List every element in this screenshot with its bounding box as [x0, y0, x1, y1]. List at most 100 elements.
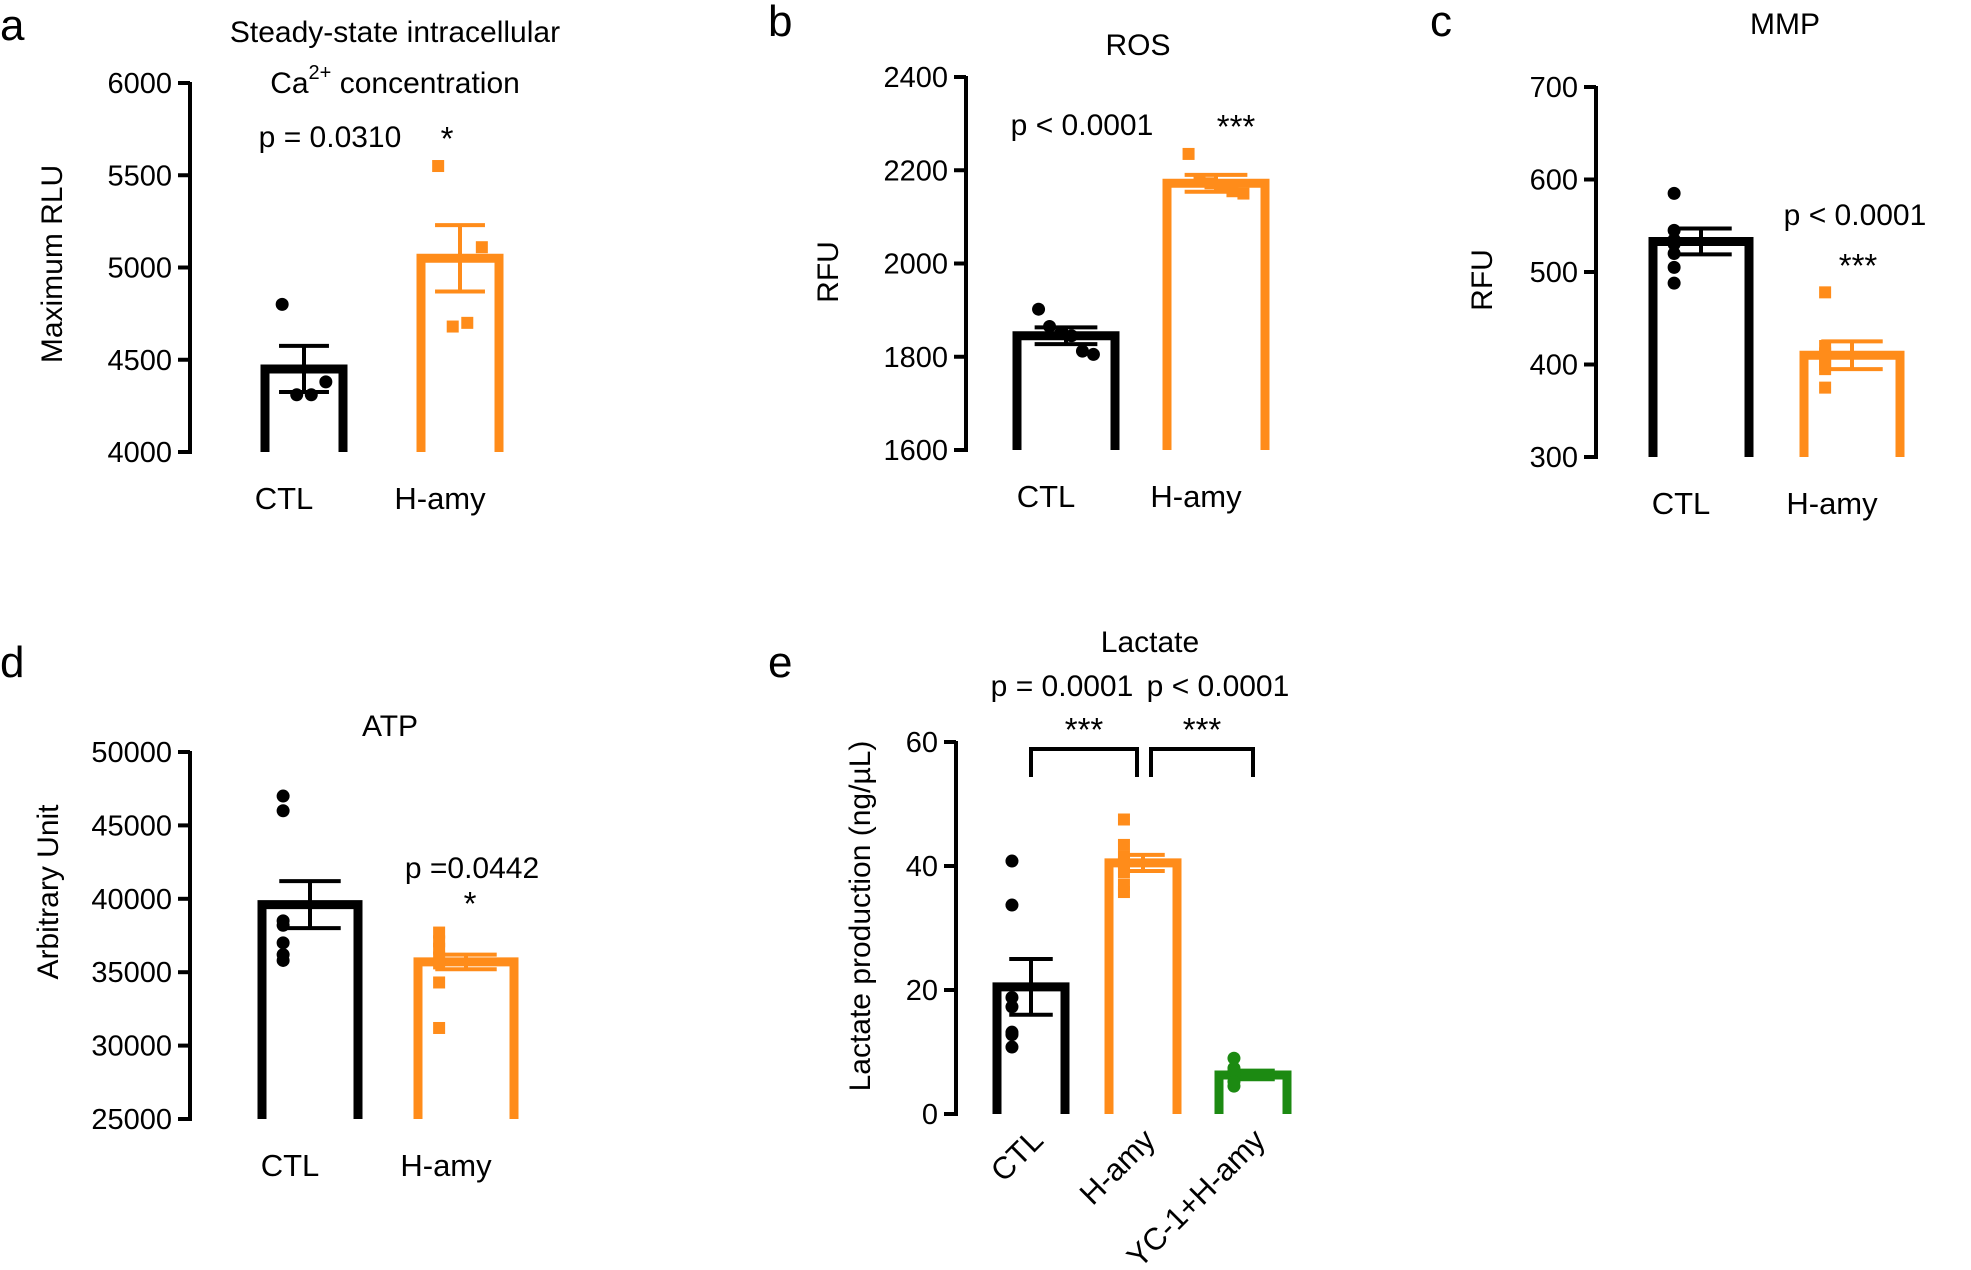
- panel-d: d ATP Arbitrary Unit 25000 30000 35000 4000…: [0, 638, 539, 1183]
- data-point: [1227, 1051, 1241, 1065]
- panel-b-y-tick-label: 1600: [883, 435, 948, 467]
- data-point: [1667, 186, 1681, 200]
- data-point: [1032, 302, 1046, 316]
- data-point: [1005, 1000, 1019, 1014]
- panel-d-title: ATP: [362, 710, 418, 743]
- category-label: CTL: [984, 1122, 1050, 1188]
- panel-a-y-tick-label: 5000: [107, 253, 172, 285]
- comparison-bracket: [1149, 747, 1255, 777]
- panel-d-y-tick-label: 45000: [91, 810, 172, 842]
- panel-a-y-tick-label: 4000: [107, 437, 172, 469]
- data-point: [1117, 838, 1130, 851]
- panel-a-ylabel: Maximum RLU: [36, 165, 69, 363]
- bar: [257, 900, 363, 1119]
- data-point: [1667, 247, 1681, 260]
- panel-letter-c: c: [1430, 0, 1452, 46]
- panel-a-title-suffix: concentration: [331, 67, 519, 100]
- category-label: H-amy: [394, 481, 486, 516]
- category-label: CTL: [1017, 479, 1076, 514]
- category-label: CTL: [261, 1148, 320, 1183]
- panel-b-y-tick-label: 1800: [883, 342, 948, 374]
- panel-e-y-tick-label: 60: [906, 727, 938, 759]
- data-point: [1086, 347, 1100, 361]
- significance-stars: *: [441, 120, 454, 157]
- data-point: [461, 316, 474, 329]
- panel-e-ylabel: Lactate production (ng/µL): [844, 741, 877, 1092]
- panel-e-title: Lactate: [1101, 626, 1199, 659]
- panel-c-ylabel: RFU: [1466, 249, 1499, 311]
- panel-a-title-line1: Steady-state intracellular: [230, 16, 560, 49]
- panel-letter-b: b: [768, 0, 792, 46]
- data-point: [1117, 813, 1130, 826]
- data-point: [1117, 866, 1130, 879]
- data-point: [276, 804, 290, 818]
- panel-a-y-tick-label: 6000: [107, 68, 172, 100]
- comparison-bracket: [1029, 747, 1139, 777]
- panel-c: c MMP RFU 300 400 500 600 700 CTL H-amy p < 0.0…: [1430, 0, 1926, 521]
- data-point: [1005, 1040, 1019, 1054]
- data-point: [1075, 344, 1089, 358]
- data-point: [1819, 286, 1832, 299]
- data-point: [1117, 886, 1130, 899]
- panel-b: b ROS RFU 1600 1800 2000 2200 2400 CTL H-amy p …: [768, 0, 1270, 514]
- p-value-label: p = 0.0310: [259, 121, 402, 154]
- panel-e: e Lactate Lactate production (ng/µL) 0 20…: [768, 626, 1292, 1270]
- significance-stars: ***: [1065, 711, 1104, 748]
- data-point: [1005, 854, 1019, 868]
- panel-d-y-tick-label: 30000: [91, 1031, 172, 1063]
- data-point: [304, 388, 318, 402]
- bar: [1162, 178, 1270, 450]
- data-point: [276, 953, 290, 967]
- p-value-label: p < 0.0001: [1147, 670, 1290, 703]
- panel-e-y-tick-label: 0: [922, 1099, 938, 1131]
- panel-d-ylabel: Arbitrary Unit: [32, 804, 65, 980]
- data-point: [433, 976, 446, 989]
- panel-d-y-tick-label: 25000: [91, 1104, 172, 1136]
- data-point: [1064, 329, 1078, 343]
- category-label: CTL: [255, 481, 314, 516]
- bar: [1648, 236, 1754, 457]
- panel-c-y-tick-label: 400: [1530, 350, 1578, 382]
- panel-d-y-tick-label: 35000: [91, 957, 172, 989]
- panel-letter-e: e: [768, 638, 792, 687]
- significance-stars: ***: [1217, 108, 1256, 145]
- data-point: [275, 297, 289, 311]
- data-point: [1819, 381, 1832, 394]
- data-point: [1005, 990, 1019, 1004]
- data-point: [276, 789, 290, 803]
- panel-a-title-prefix: Ca: [270, 67, 309, 100]
- panel-d-y-tick-label: 50000: [91, 737, 172, 769]
- data-point: [1117, 856, 1130, 869]
- category-label: H-amy: [400, 1148, 492, 1183]
- data-point: [1237, 187, 1250, 200]
- panel-c-y-tick-label: 600: [1530, 165, 1578, 197]
- panel-a-y-tick-label: 5500: [107, 160, 172, 192]
- data-point: [432, 160, 445, 173]
- data-point: [1667, 223, 1681, 237]
- data-point: [1227, 1079, 1241, 1093]
- significance-stars: ***: [1183, 711, 1222, 748]
- data-point: [1005, 1028, 1019, 1042]
- panel-d-plot: 25000 30000 35000 40000 45000 50000 CTL H-amy p …: [91, 737, 539, 1183]
- data-point: [1819, 363, 1832, 376]
- data-point: [1054, 326, 1068, 340]
- category-label: H-amy: [1786, 486, 1878, 521]
- panel-c-plot: 300 400 500 600 700 CTL H-amy p < 0.0001 ***: [1530, 72, 1927, 521]
- data-point: [290, 388, 304, 402]
- data-point: [1005, 898, 1019, 912]
- panel-c-y-tick-label: 700: [1530, 72, 1578, 104]
- bar: [413, 957, 519, 1119]
- panel-a-plot: 4000 4500 5000 5500 6000 CTL H-amy p = 0.0310 *: [107, 68, 504, 516]
- data-point: [433, 1021, 446, 1034]
- data-point: [1193, 173, 1206, 186]
- panel-b-plot: 1600 1800 2000 2200 2400 CTL H-amy p < 0.0001 **…: [883, 62, 1270, 514]
- data-point: [1182, 147, 1195, 160]
- panel-c-y-tick-label: 300: [1530, 442, 1578, 474]
- panel-b-title: ROS: [1105, 29, 1170, 62]
- bar: [1104, 858, 1182, 1114]
- data-point: [1667, 260, 1681, 274]
- panel-c-title: MMP: [1750, 8, 1820, 41]
- data-point: [276, 936, 290, 950]
- data-point: [1043, 319, 1057, 333]
